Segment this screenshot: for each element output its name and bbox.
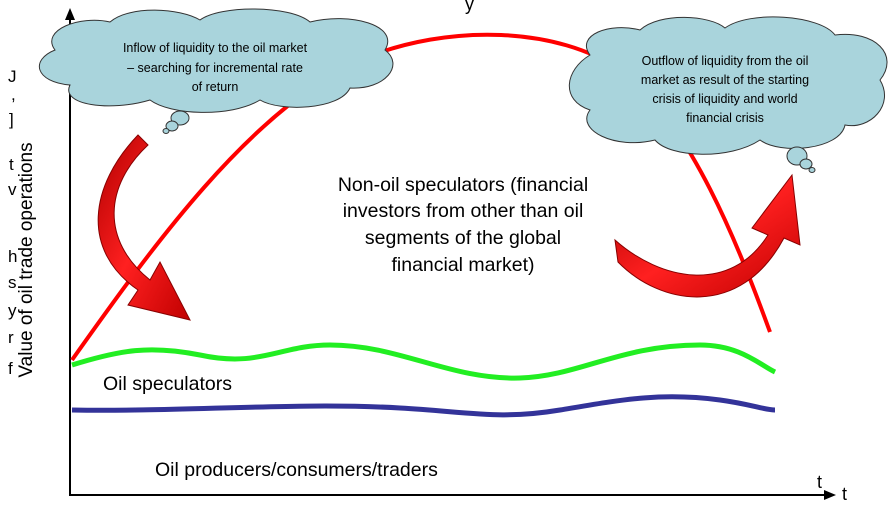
- stray-letter: ]: [9, 110, 14, 129]
- x-axis-label: t: [817, 472, 822, 492]
- segment-label: financial market): [391, 254, 534, 276]
- cloud-text: crisis of liquidity and world: [652, 92, 797, 106]
- non-oil-curve: [70, 32, 772, 362]
- cloud-text: Outflow of liquidity from the oil: [642, 54, 809, 68]
- segment-label: segments of the global: [365, 227, 561, 249]
- segment-label: investors from other than oil: [343, 200, 584, 222]
- stray-letter: s: [8, 273, 17, 292]
- segment-label: Non-oil speculators (financial: [338, 174, 588, 196]
- cloud-text: market as result of the starting: [641, 73, 809, 87]
- outflow-arrow: [614, 173, 801, 298]
- x-axis-arrow: [824, 490, 836, 500]
- stray-letter: y: [8, 301, 17, 320]
- y-axis-arrow: [65, 8, 75, 20]
- stray-letter: t: [9, 155, 14, 174]
- stray-letter: f: [8, 359, 13, 378]
- stray-letter: y: [465, 0, 474, 14]
- oil-speculators-curve: [71, 342, 777, 381]
- inflow-arrow: [97, 134, 191, 321]
- cloud-inflow: [38, 8, 394, 134]
- cloud-text: – searching for incremental rate: [127, 61, 303, 75]
- stray-letter: h: [8, 247, 17, 266]
- stray-letter: J: [8, 67, 17, 86]
- segment-label: Oil producers/consumers/traders: [155, 459, 438, 481]
- cloud-text: financial crisis: [686, 111, 764, 125]
- stray-letter: ,: [11, 85, 16, 104]
- cloud-outflow: [568, 16, 888, 173]
- y-axis-label: Value of oil trade operations: [16, 142, 37, 377]
- cloud-text: of return: [192, 80, 239, 94]
- oil-producers-curve: [71, 394, 776, 418]
- cloud-text: Inflow of liquidity to the oil market: [123, 41, 308, 55]
- segment-label: Oil speculators: [103, 373, 232, 395]
- x-axis-label: t: [842, 484, 847, 504]
- stray-letter: v: [8, 180, 17, 199]
- stray-letter: r: [8, 328, 14, 347]
